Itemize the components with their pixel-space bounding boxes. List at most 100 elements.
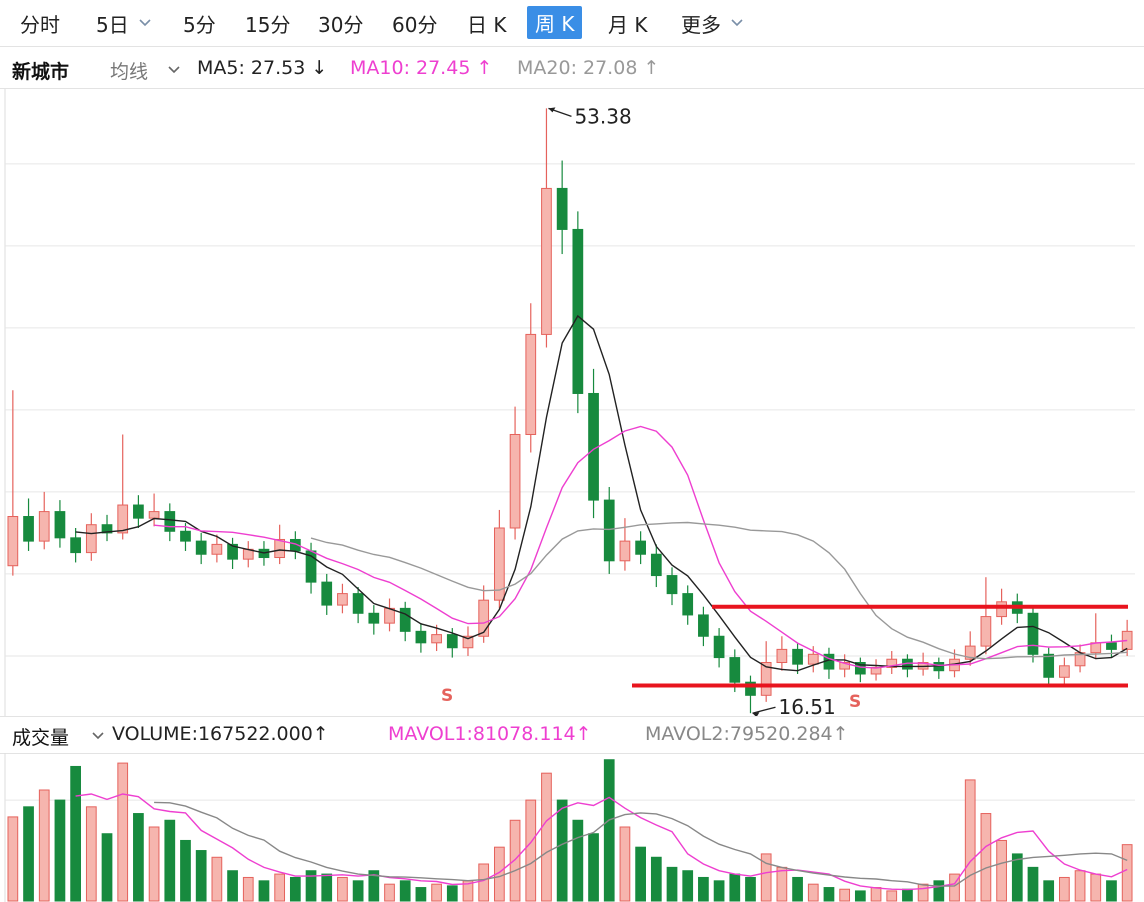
tab-bar: 分时 5日 5分 15分 30分 60分 日 K 周 K 月 K 更多: [0, 0, 1144, 47]
volume-bar: [713, 880, 725, 902]
volume-bar: [980, 813, 992, 902]
volume-bar: [321, 873, 333, 902]
volume-bar: [949, 873, 960, 902]
candle-body: [70, 537, 81, 554]
volume-bar: [1059, 876, 1070, 902]
candle-body: [996, 601, 1007, 618]
candle-body: [227, 543, 238, 560]
candle-body: [635, 540, 646, 555]
candle-body: [541, 187, 552, 335]
volume-bar: [415, 887, 427, 902]
candle-body: [117, 504, 129, 534]
ma-label: MA10: 27.45 ↑: [350, 57, 493, 79]
signal-marker: S: [441, 686, 453, 706]
volume-bar: [399, 880, 411, 902]
volume-menu[interactable]: 成交量: [12, 727, 70, 749]
volume-bar: [682, 870, 694, 902]
tab[interactable]: 周 K: [527, 6, 583, 39]
arrow-head: [752, 712, 760, 716]
ma-menu[interactable]: 均线: [110, 61, 149, 83]
candle-body: [682, 593, 694, 616]
volume-chart: [4, 753, 1135, 902]
ma-line: [310, 521, 1128, 660]
volume-bar: [1090, 873, 1102, 902]
candle-body: [807, 653, 819, 665]
candle-body: [38, 511, 50, 542]
volume-bar: [384, 883, 395, 902]
volume-bar: [917, 883, 929, 902]
candle-body: [964, 645, 976, 660]
volume-bar: [509, 819, 521, 902]
volume-bar: [70, 765, 81, 902]
tab[interactable]: 日 K: [467, 13, 507, 37]
volume-bar: [619, 826, 631, 902]
volume-bar: [588, 833, 599, 902]
tab[interactable]: 月 K: [608, 13, 648, 37]
price-chart: 53.38 16.51 S S: [4, 89, 1135, 716]
tab[interactable]: 更多: [681, 13, 721, 37]
volume-bar: [117, 762, 129, 902]
volume-bar: [305, 870, 317, 902]
candle-body: [101, 524, 113, 534]
volume-bar: [525, 799, 537, 902]
volume-bar: [85, 806, 97, 902]
volume-bar: [180, 839, 191, 902]
candle-body: [839, 662, 851, 670]
volume-bar: 成交量 VOLUME:167522.000↑ MAVOL1:81078.114↑…: [0, 716, 1144, 754]
candle-body: [462, 635, 474, 649]
candle-body: [446, 634, 458, 649]
arrow-head: [548, 107, 556, 113]
volume-bar: [854, 890, 866, 902]
tab[interactable]: 分时: [20, 13, 60, 37]
candle-body: [54, 511, 66, 539]
volume-bar: [572, 819, 584, 902]
volume-bar: [996, 839, 1007, 902]
signal-marker: S: [849, 692, 861, 712]
volume-bar: [211, 856, 223, 902]
volume-bar: [792, 876, 803, 902]
tab[interactable]: 5日: [96, 13, 129, 37]
tab[interactable]: 60分: [392, 13, 438, 37]
volume-bar: [886, 890, 898, 902]
volume-bar: [133, 813, 144, 902]
volume-bar: [148, 826, 160, 902]
candle-body: [274, 538, 286, 559]
volume-bar: [698, 876, 709, 902]
chevron: [139, 19, 151, 27]
volume-bar: [23, 806, 34, 902]
volume-bar: [368, 870, 380, 902]
volume-bar: [839, 888, 851, 902]
candle-body: [180, 530, 191, 542]
candle-body: [792, 648, 803, 665]
volume-bar: [666, 866, 678, 902]
volume-bar: [274, 873, 286, 902]
chevron: [92, 732, 104, 740]
annotation: 53.38: [574, 104, 631, 128]
volume-bar: [541, 772, 552, 902]
volume-bar: [1106, 880, 1117, 902]
candle-body: [337, 593, 348, 606]
candle-body: [854, 662, 866, 675]
stock-name: 新城市: [12, 61, 70, 83]
tab[interactable]: 15分: [245, 13, 291, 37]
volume-bar: [902, 888, 913, 902]
candle-body: [164, 511, 176, 532]
volume-bar: [242, 876, 254, 902]
volume-bar: [431, 883, 442, 902]
tab[interactable]: 5分: [183, 13, 216, 37]
candle-body: [509, 433, 521, 529]
volume-bar: [1074, 870, 1086, 902]
volume-bar: [478, 863, 490, 902]
annotation-arrow: [752, 706, 776, 714]
candle-body: [1043, 653, 1055, 678]
volume-bar: [38, 789, 50, 902]
candle-body: [603, 499, 615, 562]
candle-body: [321, 581, 333, 606]
candle-body: [23, 516, 34, 542]
candle-body: [133, 504, 144, 519]
candle-body: [729, 657, 741, 683]
tab[interactable]: 30分: [318, 13, 364, 37]
volume-bar: [650, 856, 662, 902]
candle-body: [619, 540, 631, 562]
candle-body: [399, 607, 411, 632]
